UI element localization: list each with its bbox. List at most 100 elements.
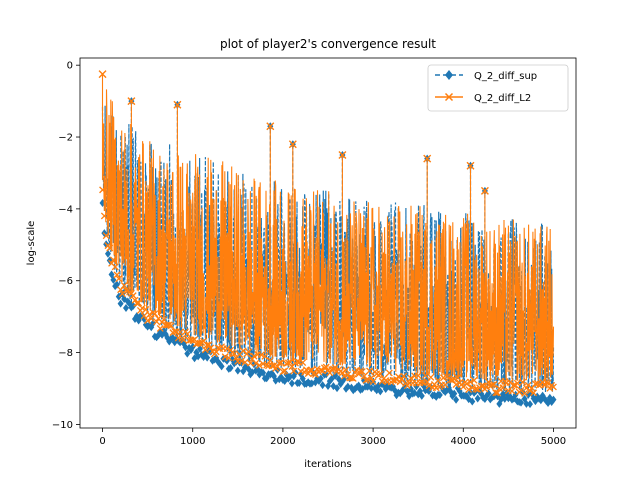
- marker-point: [425, 382, 433, 390]
- marker-point: [275, 359, 283, 367]
- marker-point: [151, 310, 159, 318]
- y-tick-label: −2: [58, 133, 73, 144]
- marker-point: [290, 367, 298, 375]
- y-tick-label: −10: [52, 420, 73, 431]
- marker-point: [508, 387, 516, 395]
- marker-point: [117, 299, 124, 308]
- axes-frame: [79, 57, 577, 429]
- x-axis-label: iterations: [304, 459, 351, 470]
- marker-point: [317, 374, 324, 383]
- spike-marker: [288, 140, 297, 149]
- marker-point: [268, 362, 276, 370]
- marker-point: [328, 366, 336, 373]
- marker-point: [467, 378, 474, 386]
- y-tick-label: −8: [58, 348, 73, 359]
- spike-marker: [266, 122, 275, 131]
- marker-point: [347, 374, 355, 382]
- marker-point: [279, 368, 287, 376]
- marker-point: [133, 299, 141, 307]
- marker-point: [427, 373, 435, 381]
- marker-point: [340, 372, 348, 380]
- marker-point: [261, 352, 269, 360]
- marker-point: [160, 316, 168, 324]
- spike-marker: [480, 186, 489, 195]
- marker-point: [358, 368, 366, 376]
- marker-point: [110, 275, 117, 284]
- marker-point: [138, 304, 146, 312]
- marker-point: [451, 389, 458, 398]
- legend: Q_2_diff_sup Q_2_diff_L2: [427, 64, 569, 112]
- marker-point: [299, 359, 307, 367]
- marker-point: [441, 381, 449, 389]
- y-tick-label: −4: [58, 204, 73, 215]
- x-tick-label: 4000: [451, 436, 476, 447]
- marker-point: [156, 324, 164, 332]
- marker-point: [550, 395, 557, 404]
- spike-marker: [466, 161, 475, 170]
- marker-point: [434, 377, 442, 384]
- marker-point: [450, 375, 458, 383]
- marker-point: [113, 280, 120, 289]
- marker-point: [463, 380, 471, 388]
- spike-marker: [338, 150, 347, 159]
- marker-point: [144, 317, 152, 325]
- marker-point: [227, 363, 234, 372]
- marker-point: [488, 381, 496, 389]
- marker-point: [362, 376, 370, 384]
- marker-point: [407, 374, 415, 382]
- marker-point: [334, 384, 341, 393]
- marker-point: [311, 371, 319, 378]
- marker-point: [510, 381, 518, 389]
- marker-point: [319, 381, 326, 390]
- marker-point: [400, 372, 408, 380]
- marker-point: [357, 367, 364, 375]
- y-tick-label: 0: [67, 61, 73, 72]
- x-tick-label: 5000: [541, 436, 566, 447]
- y-tick-label: −6: [58, 276, 73, 287]
- marker-point: [183, 330, 191, 338]
- marker-point: [207, 344, 215, 352]
- marker-point: [523, 399, 530, 408]
- legend-diamond-icon: [445, 70, 453, 80]
- marker-point: [257, 351, 265, 359]
- x-tick-label: 0: [99, 436, 105, 447]
- marker-point: [454, 374, 462, 382]
- marker-point: [246, 359, 254, 367]
- marker-point: [453, 395, 460, 404]
- marker-point: [140, 312, 148, 320]
- legend-box: [427, 64, 569, 112]
- marker-point: [366, 367, 373, 375]
- marker-point: [542, 378, 550, 386]
- marker-point: [288, 379, 295, 388]
- legend-label-l2: Q_2_diff_L2: [474, 93, 531, 104]
- marker-point: [544, 379, 552, 387]
- chart-title: plot of player2's convergence result: [220, 37, 436, 51]
- marker-point: [470, 376, 478, 384]
- marker-point: [167, 322, 175, 330]
- marker-point: [281, 367, 289, 375]
- marker-point: [530, 389, 538, 397]
- x-tick-label: 3000: [360, 436, 385, 447]
- marker-point: [421, 372, 429, 379]
- marker-point: [549, 383, 557, 391]
- marker-point: [317, 366, 325, 374]
- marker-point: [521, 390, 529, 397]
- marker-point: [241, 358, 249, 366]
- marker-point: [180, 336, 188, 344]
- marker-point: [256, 361, 263, 369]
- marker-point: [320, 364, 328, 372]
- marker-point: [527, 400, 534, 409]
- marker-point: [115, 275, 123, 283]
- marker-point: [519, 378, 527, 386]
- marker-point: [259, 360, 267, 368]
- marker-point: [287, 372, 294, 381]
- marker-point: [513, 379, 521, 387]
- marker-point: [368, 384, 375, 393]
- marker-point: [469, 397, 476, 406]
- marker-point: [310, 370, 318, 378]
- marker-point: [147, 315, 155, 323]
- plot-area: [98, 70, 557, 409]
- series-line: [101, 74, 555, 382]
- x-axis: 0 1000 2000 3000 4000 5000: [99, 428, 566, 447]
- marker-point: [165, 321, 173, 329]
